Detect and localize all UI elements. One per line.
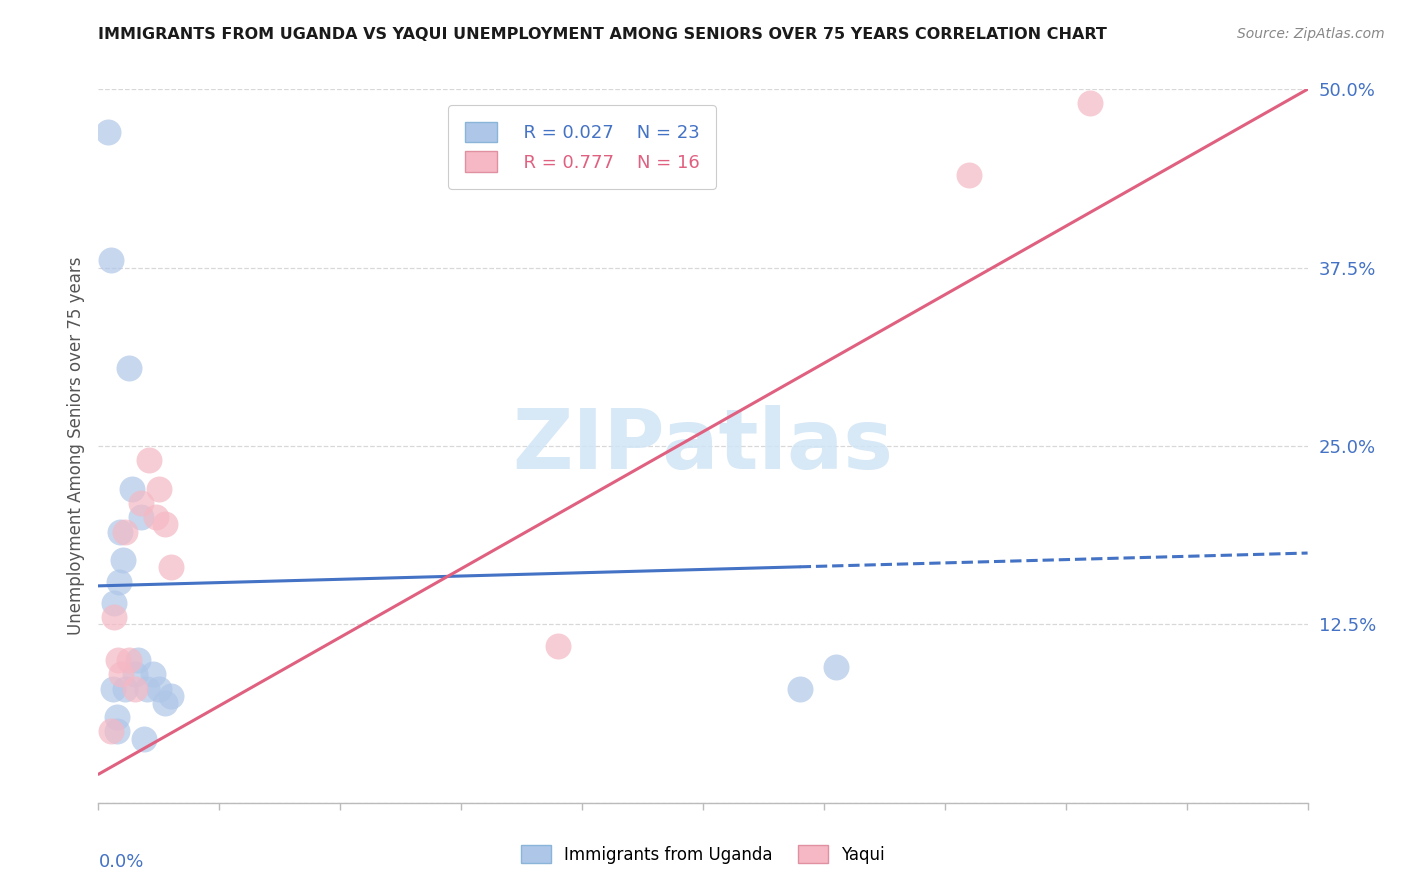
Point [142,667,165,681]
Y-axis label: Unemployment Among Seniors over 75 years: Unemployment Among Seniors over 75 years [66,257,84,635]
Text: ZIPatlas: ZIPatlas [513,406,893,486]
Point [97,125,120,139]
Point [148,681,170,696]
Point [118,653,141,667]
Point [108,574,131,589]
Point [160,689,183,703]
Point [160,560,183,574]
Point [118,360,141,375]
Point [124,681,146,696]
Point [145,510,167,524]
Point [103,596,125,610]
Legend: Immigrants from Uganda, Yaqui: Immigrants from Uganda, Yaqui [515,838,891,871]
Point [105,710,128,724]
Text: Source: ZipAtlas.com: Source: ZipAtlas.com [1237,27,1385,41]
Text: 0.0%: 0.0% [98,853,143,871]
Point [148,482,170,496]
Point [124,667,146,681]
Point [121,482,143,496]
Point [103,610,125,624]
Point [108,524,131,539]
Point [129,510,152,524]
Point [101,681,124,696]
Point [135,681,157,696]
Point [110,667,132,681]
Point [111,553,134,567]
Legend:   R = 0.027    N = 23,   R = 0.777    N = 16: R = 0.027 N = 23, R = 0.777 N = 16 [449,105,716,188]
Point [114,681,136,696]
Point [153,517,176,532]
Point [127,653,149,667]
Point [957,168,980,182]
Point [1078,96,1101,111]
Point [825,660,848,674]
Point [789,681,811,696]
Point [129,496,152,510]
Text: IMMIGRANTS FROM UGANDA VS YAQUI UNEMPLOYMENT AMONG SENIORS OVER 75 YEARS CORRELA: IMMIGRANTS FROM UGANDA VS YAQUI UNEMPLOY… [98,27,1108,42]
Point [100,253,122,268]
Point [114,524,136,539]
Point [134,731,156,746]
Point [107,653,129,667]
Point [100,724,122,739]
Point [105,724,128,739]
Point [547,639,569,653]
Point [138,453,160,467]
Point [153,696,176,710]
